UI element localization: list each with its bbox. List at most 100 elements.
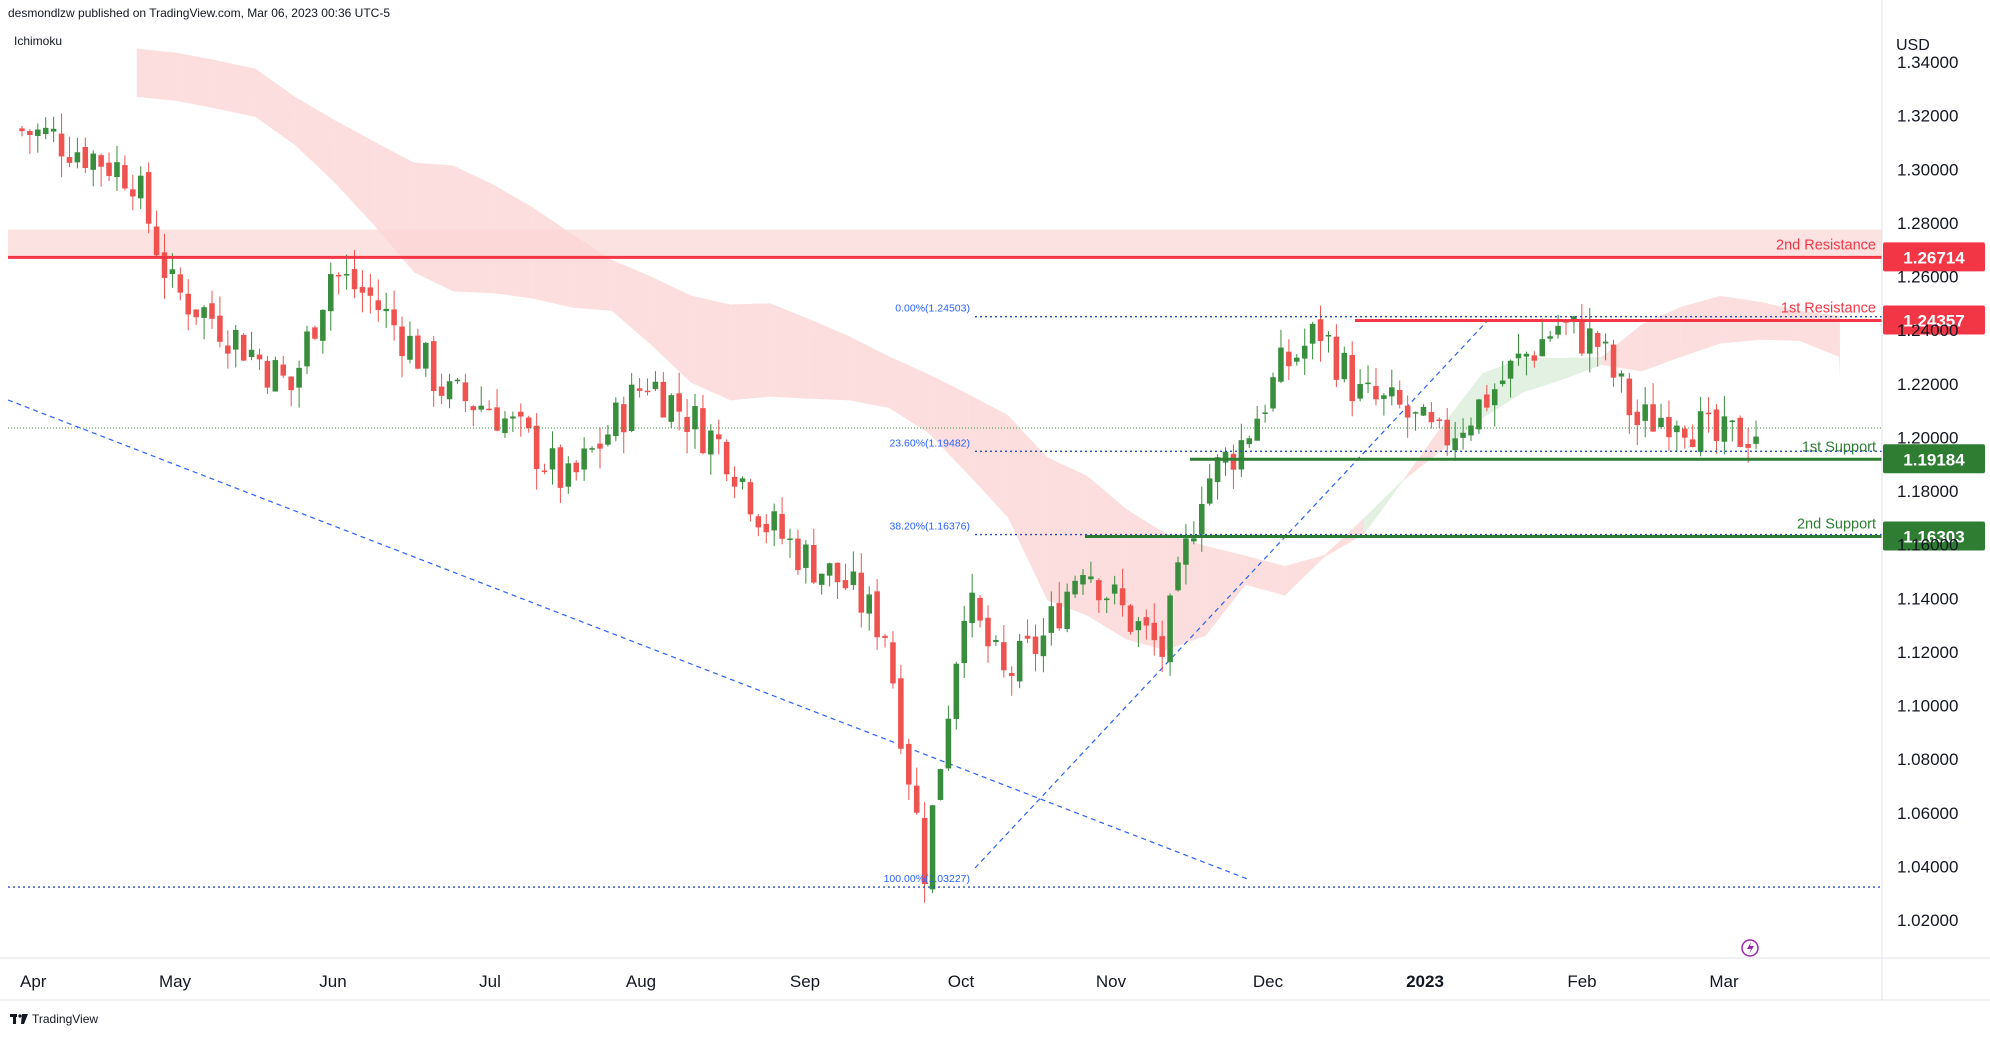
candle-body [692, 406, 698, 430]
candle-down [177, 267, 184, 301]
candle-body [1594, 333, 1601, 347]
candle-down [1127, 604, 1134, 635]
candle-body [1278, 347, 1284, 382]
candle-up [343, 254, 350, 290]
candle-body [1381, 395, 1387, 399]
candle-body [153, 226, 160, 256]
ichimoku-cloud-segment [1047, 457, 1087, 616]
candle-up [248, 331, 255, 361]
candle-down [161, 233, 168, 299]
candle-body [826, 563, 833, 576]
candle-body [1436, 419, 1443, 422]
candle-down [1666, 400, 1672, 451]
candle-up [803, 540, 809, 584]
candle-body [35, 129, 41, 136]
candle-up [1016, 634, 1023, 689]
candle-up [1499, 360, 1506, 387]
candle-down [1428, 401, 1435, 429]
candle-up [1064, 583, 1070, 633]
candle-body [1254, 418, 1260, 441]
candle-up [1468, 417, 1474, 441]
candle-down [1610, 339, 1617, 387]
candle-down [811, 528, 817, 584]
candle-up [692, 393, 698, 449]
x-tick-label: Sep [790, 972, 820, 991]
x-tick-label: 2023 [1406, 972, 1444, 991]
ichimoku-cloud-segment [1284, 555, 1325, 596]
candle-up [1198, 486, 1205, 552]
candle-body [1309, 323, 1316, 344]
y-tick-label: 1.16000 [1897, 536, 1958, 555]
candle-body [747, 482, 754, 515]
candle-up [296, 360, 302, 408]
candle-up [1539, 318, 1546, 357]
candle-down [525, 415, 532, 433]
ichimoku-cloud-segment [809, 319, 850, 401]
candle-body [296, 367, 302, 388]
candle-body [1024, 635, 1031, 639]
downtrend-line [7, 399, 1251, 881]
candle-down [106, 152, 112, 182]
y-tick-label: 1.22000 [1897, 375, 1958, 394]
candle-up [1135, 616, 1142, 648]
candle-up [383, 292, 389, 328]
candle-down [27, 129, 33, 154]
candle-up [969, 573, 975, 638]
support-price-value: 1.19184 [1903, 450, 1965, 469]
candle-body [50, 128, 57, 132]
candle-body [502, 418, 508, 434]
y-tick-label: 1.02000 [1897, 911, 1958, 930]
ichimoku-cloud-segment [849, 336, 889, 408]
candle-up [1191, 521, 1197, 545]
candle-body [1737, 417, 1743, 447]
candle-down [462, 373, 469, 413]
candle-body [818, 573, 825, 585]
candle-body [161, 252, 168, 278]
candle-body [1674, 425, 1680, 433]
candle-down [1373, 368, 1379, 406]
candle-body [1286, 351, 1292, 367]
candle-body [1175, 562, 1181, 591]
candle-body [906, 743, 912, 785]
candle-up [74, 137, 81, 169]
candle-up [1301, 328, 1308, 375]
candle-up [42, 117, 49, 140]
candle-up [1460, 418, 1466, 450]
fib-level-label: 23.60%(1.19482) [889, 437, 970, 449]
candle-body [201, 307, 207, 318]
candle-body [1008, 672, 1015, 677]
candle-body [985, 617, 991, 647]
candle-up [818, 573, 825, 595]
candle-body [1650, 404, 1656, 432]
candle-body [541, 470, 548, 473]
ichimoku-cloud-segment [1680, 295, 1721, 357]
candle-body [1191, 538, 1197, 542]
footer-brand[interactable]: TradingView [10, 1012, 98, 1026]
candle-down [430, 336, 437, 407]
candle-up [35, 123, 41, 153]
candle-up [739, 476, 746, 490]
candle-up [114, 145, 120, 192]
candle-body [1143, 617, 1150, 626]
candle-up [771, 503, 777, 547]
candle-body [177, 274, 184, 293]
ichimoku-cloud-segment [889, 356, 929, 434]
candle-body [676, 393, 682, 412]
candle-down [1579, 304, 1585, 357]
ichimoku-cloud-segment [1086, 475, 1127, 640]
candle-up [589, 446, 595, 453]
candle-body [335, 274, 342, 277]
candle-up [1697, 396, 1704, 457]
candle-down [842, 563, 849, 591]
candle-body [1539, 339, 1546, 357]
candle-body [478, 405, 484, 410]
candle-body [486, 408, 492, 411]
indicator-label[interactable]: Ichimoku [14, 34, 63, 48]
y-tick-label: 1.10000 [1897, 697, 1958, 716]
candle-body [1507, 360, 1514, 379]
lightning-icon [1741, 939, 1759, 957]
candle-body [921, 817, 928, 885]
candle-body [890, 642, 896, 684]
candle-up [137, 166, 144, 209]
